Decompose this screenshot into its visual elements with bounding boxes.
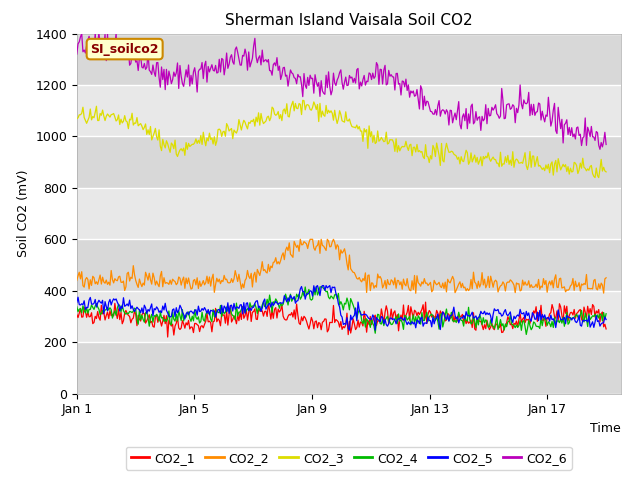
Bar [77, 291, 621, 342]
Bar [77, 342, 621, 394]
Y-axis label: Soil CO2 (mV): Soil CO2 (mV) [17, 170, 29, 257]
Bar [77, 240, 621, 291]
Legend: CO2_1, CO2_2, CO2_3, CO2_4, CO2_5, CO2_6: CO2_1, CO2_2, CO2_3, CO2_4, CO2_5, CO2_6 [125, 447, 572, 469]
Bar [77, 188, 621, 240]
Bar [77, 85, 621, 136]
Text: SI_soilco2: SI_soilco2 [90, 43, 159, 56]
Bar [77, 136, 621, 188]
X-axis label: Time: Time [590, 422, 621, 435]
Bar [77, 34, 621, 85]
Title: Sherman Island Vaisala Soil CO2: Sherman Island Vaisala Soil CO2 [225, 13, 472, 28]
